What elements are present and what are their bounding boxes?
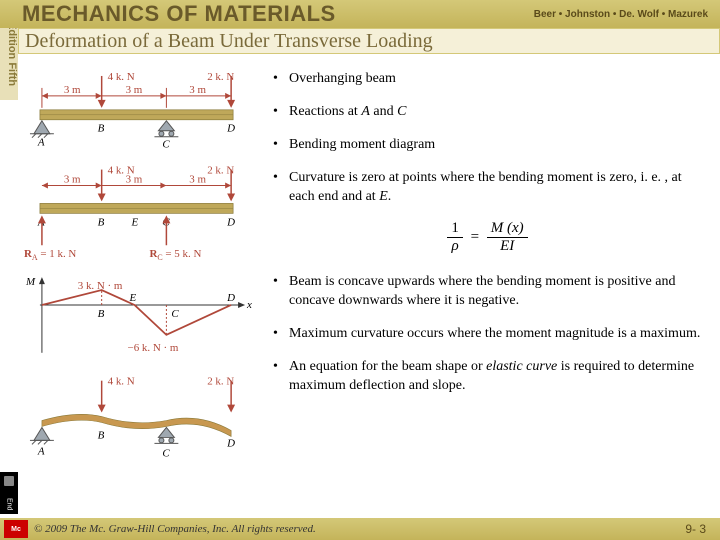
slide-title: Deformation of a Beam Under Transverse L… [25, 30, 433, 53]
svg-text:RA = 1 k. N: RA = 1 k. N [24, 248, 76, 262]
page-number: 9- 3 [685, 522, 720, 536]
svg-text:C: C [162, 139, 170, 151]
svg-text:B: B [98, 308, 105, 320]
svg-text:2 k. N: 2 k. N [207, 71, 234, 83]
figure-column: 4 k. N 2 k. N 3 m 3 m 3 m [0, 60, 265, 518]
svg-text:3 m: 3 m [189, 174, 206, 186]
header-bar: MECHANICS OF MATERIALS Beer • Johnston •… [0, 0, 720, 28]
copyright-text: © 2009 The Mc. Graw-Hill Companies, Inc.… [34, 523, 685, 535]
svg-text:4 k. N: 4 k. N [108, 376, 135, 388]
svg-text:x: x [246, 299, 252, 311]
svg-text:A: A [37, 445, 45, 457]
publisher-logo: Mc [4, 520, 28, 538]
bullet-1: •Overhanging beam [273, 70, 702, 89]
svg-text:C: C [171, 308, 179, 320]
text-column: •Overhanging beam •Reactions at A and C … [265, 60, 720, 518]
svg-text:2 k. N: 2 k. N [207, 376, 234, 388]
svg-text:2 k. N: 2 k. N [207, 165, 234, 177]
svg-text:−6 k. N · m: −6 k. N · m [128, 342, 179, 354]
svg-text:D: D [226, 216, 235, 228]
bullet-7: •An equation for the beam shape or elast… [273, 358, 702, 396]
authors: Beer • Johnston • De. Wolf • Mazurek [534, 9, 720, 20]
footer-bar: Mc © 2009 The Mc. Graw-Hill Companies, I… [0, 518, 720, 540]
bullet-6: •Maximum curvature occurs where the mome… [273, 325, 702, 344]
svg-text:B: B [98, 429, 105, 441]
svg-text:3 m: 3 m [64, 84, 81, 96]
svg-text:B: B [98, 123, 105, 135]
svg-text:D: D [226, 437, 235, 449]
bullet-2: •Reactions at A and C [273, 103, 702, 122]
svg-text:E: E [129, 292, 137, 304]
svg-text:C: C [162, 447, 170, 459]
bullet-3: •Bending moment diagram [273, 136, 702, 155]
bullet-5: •Beam is concave upwards where the bendi… [273, 273, 702, 311]
svg-text:M: M [25, 276, 36, 288]
svg-text:3 m: 3 m [189, 84, 206, 96]
svg-text:D: D [226, 292, 235, 304]
svg-text:3 m: 3 m [64, 174, 81, 186]
svg-text:E: E [131, 216, 139, 228]
svg-text:3 m: 3 m [126, 84, 143, 96]
svg-text:4 k. N: 4 k. N [108, 71, 135, 83]
subtitle-bar: Deformation of a Beam Under Transverse L… [18, 28, 720, 54]
svg-text:A: A [37, 137, 45, 149]
svg-text:D: D [226, 123, 235, 135]
svg-text:B: B [98, 216, 105, 228]
end-button[interactable]: End [0, 472, 18, 514]
content-area: 4 k. N 2 k. N 3 m 3 m 3 m [0, 60, 720, 518]
bullet-4: •Curvature is zero at points where the b… [273, 169, 702, 207]
svg-text:3 m: 3 m [126, 174, 143, 186]
beam-figure: 4 k. N 2 k. N 3 m 3 m 3 m [22, 66, 261, 504]
curvature-formula: 1ρ = M (x)EI [273, 220, 702, 255]
svg-text:RC = 5 k. N: RC = 5 k. N [149, 248, 201, 262]
book-title: MECHANICS OF MATERIALS [22, 1, 534, 27]
